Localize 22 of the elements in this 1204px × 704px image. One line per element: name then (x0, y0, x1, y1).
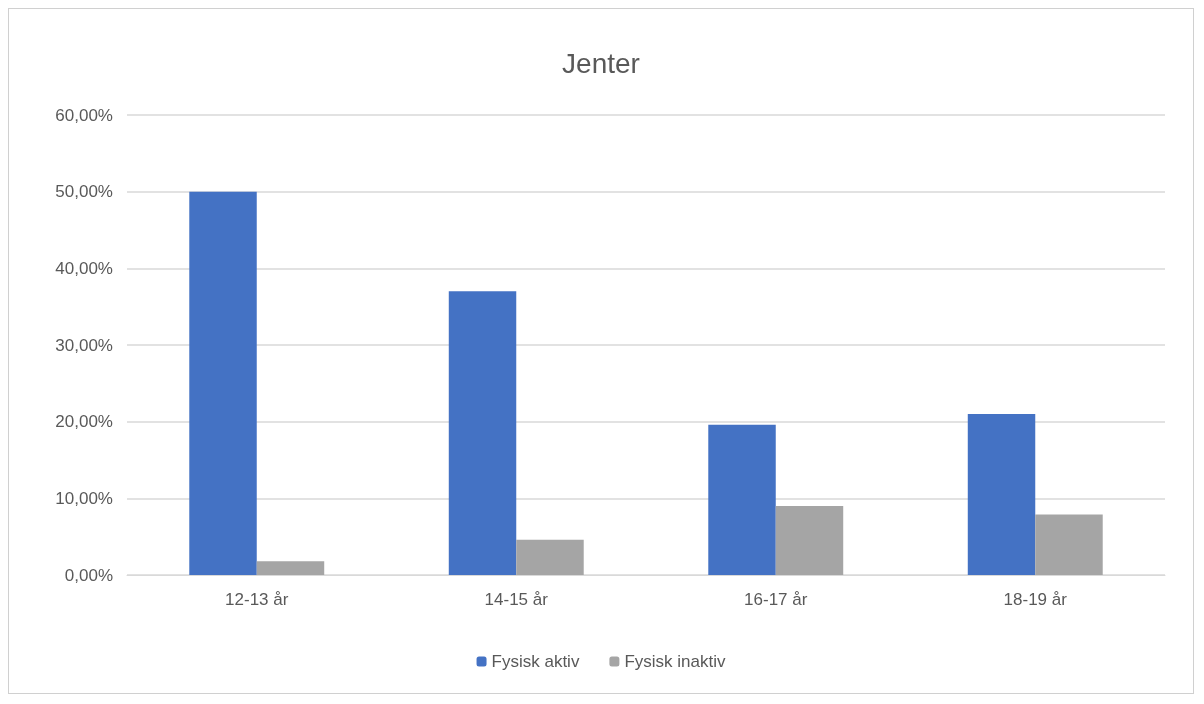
y-tick-label: 10,00% (55, 488, 113, 508)
x-tick-label: 12-13 år (225, 590, 289, 609)
bar (189, 191, 257, 575)
y-tick-label: 20,00% (55, 412, 113, 432)
legend-label: Fysisk inaktiv (624, 652, 726, 671)
bar (448, 291, 517, 575)
y-tick-label: 30,00% (55, 335, 113, 355)
x-tick-label: 16-17 år (744, 590, 808, 609)
bar (256, 561, 325, 575)
bar (775, 506, 844, 575)
bar (708, 424, 776, 575)
x-tick-label: 14-15 år (484, 590, 549, 609)
y-tick-label: 0,00% (64, 565, 113, 585)
bar (516, 539, 584, 575)
chart-title: Jenter (562, 47, 640, 79)
x-tick-label: 18-19 år (1003, 590, 1068, 609)
y-tick-label: 40,00% (55, 258, 113, 278)
bar (1035, 514, 1103, 575)
legend-label: Fysisk aktiv (491, 652, 580, 671)
bar (967, 414, 1036, 575)
y-tick-label: 50,00% (55, 182, 113, 202)
y-tick-label: 60,00% (55, 105, 113, 125)
